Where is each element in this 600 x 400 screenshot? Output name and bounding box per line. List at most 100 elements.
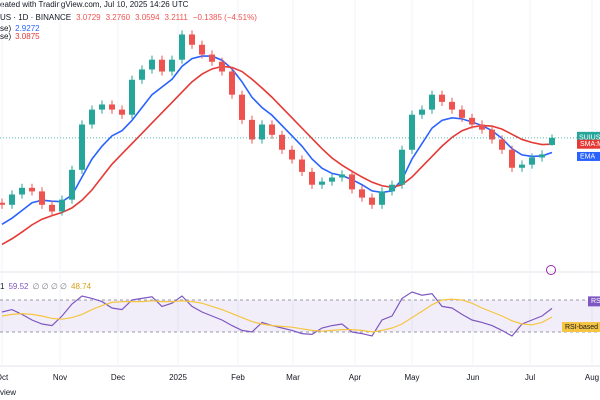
candle-body <box>69 169 75 200</box>
x-tick-label: Feb <box>231 373 245 382</box>
candle-body <box>349 174 355 190</box>
candle-body <box>499 139 505 150</box>
candle-body <box>189 34 195 45</box>
alert-icon <box>546 265 556 275</box>
x-tick-label: Mar <box>286 373 300 382</box>
candle-body <box>389 184 395 192</box>
candle-body <box>129 79 135 115</box>
header-value: −0.1385 (−4.51%) <box>193 13 257 22</box>
header-value: 3.2760 <box>106 13 131 22</box>
candle-body <box>219 61 225 72</box>
candle-body <box>539 154 545 158</box>
ma-tag: EMA <box>580 153 596 160</box>
candle-body <box>309 171 315 185</box>
candle-body <box>89 109 95 125</box>
x-tick-label: 2025 <box>169 373 187 382</box>
rsi-line <box>1 298 553 333</box>
candle-body <box>19 187 25 195</box>
candle-body <box>369 197 375 205</box>
candle-body <box>9 194 15 205</box>
header-value: 3.0729 <box>76 13 101 22</box>
candle-body <box>49 204 55 212</box>
x-tick-label: Aug <box>585 373 599 382</box>
ma-legend-prefix: se) <box>0 32 11 41</box>
candle-body <box>319 181 325 185</box>
header-value: 3.0594 <box>135 13 160 22</box>
candle-body <box>79 124 85 170</box>
candle-body <box>399 149 405 185</box>
candle-body <box>459 109 465 118</box>
x-tick-label: Dec <box>111 373 125 382</box>
ma-legend-prefix: se) <box>0 24 11 33</box>
ma-legend: se) 3.0875 <box>0 32 40 41</box>
candle-body <box>119 109 125 115</box>
candle-body <box>279 134 285 150</box>
candle-body <box>299 159 305 172</box>
candle-body <box>209 54 215 62</box>
x-tick-label: Apr <box>349 373 362 382</box>
ma-tag-bg <box>577 151 600 161</box>
candle-body <box>339 174 345 178</box>
credit: eated with TradingView.com, Jul 10, 2025… <box>0 0 189 9</box>
rsi-legend-mid: ∅ ∅ ∅ ∅ <box>32 282 67 291</box>
candle-body <box>179 34 185 60</box>
rsi-legend-value: 59.52 <box>8 282 29 291</box>
x-tick-label: Jul <box>525 373 535 382</box>
candle-body <box>269 124 275 135</box>
candle-body <box>379 191 385 205</box>
rsi-legend-ma: 48.74 <box>71 282 92 291</box>
candle-body <box>289 149 295 160</box>
rsi-tag: RSI-based MA <box>565 324 600 331</box>
rsi-line <box>1 291 553 337</box>
candle-body <box>99 104 105 110</box>
ma-tag-bg <box>577 139 600 149</box>
rsi-band <box>0 300 600 332</box>
price-tag: SUIUSDT <box>579 135 600 142</box>
candle-body <box>0 202 5 205</box>
candle-body <box>529 157 535 165</box>
header-value: 3.2111 <box>165 13 189 22</box>
candle-body <box>549 137 555 145</box>
candle-body <box>199 44 205 55</box>
candle-body <box>419 109 425 115</box>
candle-body <box>509 149 515 168</box>
x-tick-label: Oct <box>0 373 9 382</box>
ma-line <box>1 55 553 226</box>
x-tick-label: May <box>404 373 419 382</box>
candle-body <box>429 94 435 110</box>
rsi-tag-bg <box>562 322 600 333</box>
header-value: US · 1D · BINANCE <box>0 13 71 22</box>
candle-body <box>149 59 155 70</box>
candle-body <box>439 94 445 102</box>
candle-body <box>169 59 175 72</box>
candle-body <box>39 191 45 205</box>
candle-body <box>449 101 455 110</box>
candle-body <box>109 104 115 110</box>
rsi-legend-prefix: 1 <box>0 282 5 291</box>
candle-body <box>359 189 365 198</box>
rsi-legend: 1 59.52 ∅ ∅ ∅ ∅ 48.74 <box>0 282 92 291</box>
ma-legend: se) 2.9272 <box>0 24 40 33</box>
symbol-header: US · 1D · BINANCE 3.0729 3.2760 3.0594 3.211… <box>0 13 257 22</box>
candle-body <box>519 164 525 168</box>
candle-body <box>249 119 255 140</box>
ma-line <box>1 65 553 246</box>
rsi-tag-bg <box>588 296 600 307</box>
candle-body <box>259 124 265 140</box>
candle-body <box>29 187 35 192</box>
candle-body <box>329 177 335 182</box>
ma-legend-value: 2.9272 <box>15 24 40 33</box>
candle-body <box>469 117 475 125</box>
ma-tag: SMA:M <box>580 141 600 148</box>
footer: view <box>0 388 16 397</box>
candle-body <box>489 129 495 140</box>
candle-body <box>239 94 245 120</box>
candle-body <box>159 59 165 72</box>
candle-body <box>139 69 145 80</box>
x-tick-label: Jun <box>467 373 480 382</box>
x-tick-label: Nov <box>53 373 67 382</box>
ma-legend-value: 3.0875 <box>15 32 40 41</box>
candle-body <box>59 199 65 212</box>
